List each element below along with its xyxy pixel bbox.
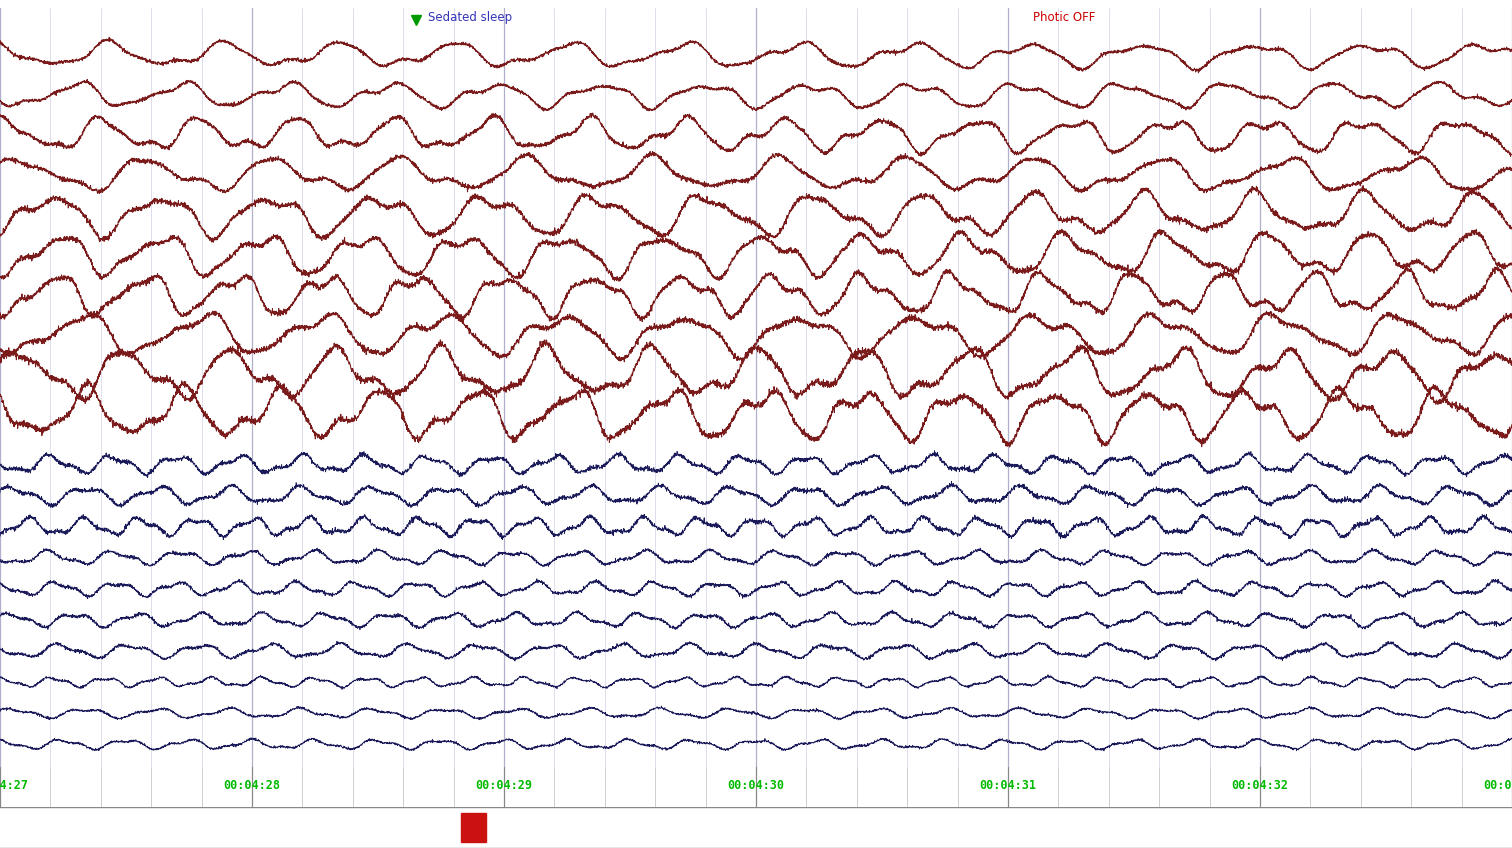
Text: Sedated sleep: Sedated sleep	[428, 11, 513, 24]
Text: 00:04:29: 00:04:29	[475, 778, 532, 792]
Text: 00:04:31: 00:04:31	[980, 778, 1037, 792]
Text: 00:04:27: 00:04:27	[0, 778, 29, 792]
Bar	[461, 813, 487, 842]
Text: 00:04:28: 00:04:28	[224, 778, 281, 792]
Text: 00:04:32: 00:04:32	[1231, 778, 1288, 792]
Text: 00:04:33: 00:04:33	[1483, 778, 1512, 792]
Text: Photic OFF: Photic OFF	[1033, 11, 1096, 24]
Text: 00:04:30: 00:04:30	[727, 778, 785, 792]
